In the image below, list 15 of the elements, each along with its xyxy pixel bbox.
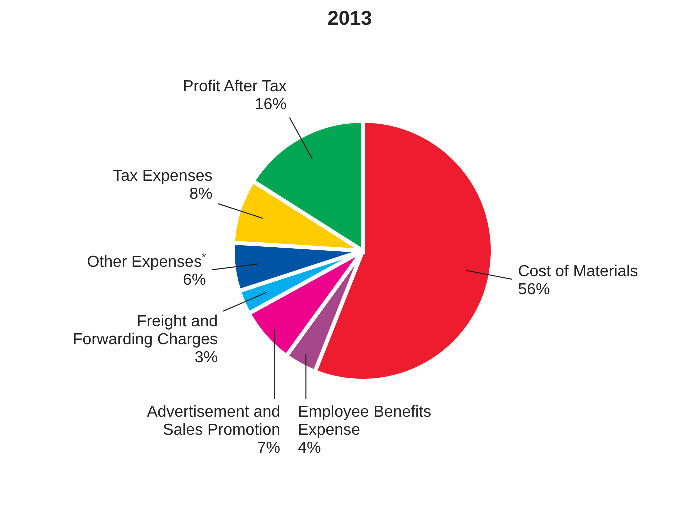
data-label: 16%: [254, 96, 287, 114]
data-label: 3%: [194, 350, 218, 367]
chart-title: 2013: [326, 8, 374, 31]
data-label: 4%: [298, 440, 322, 457]
slice-label: Employee Benefits Expense: [298, 404, 432, 439]
slice-label: Tax Expenses: [113, 168, 213, 186]
data-label: 8%: [190, 186, 213, 204]
data-label: 7%: [257, 440, 280, 457]
slice-label: Advertisement and Sales Promotion: [147, 404, 280, 439]
slice-label: Other Expenses$^{*}$: [87, 252, 207, 271]
slice-label: Freight and Forwarding Charges: [73, 314, 218, 349]
slice-label: Profit After Tax: [183, 78, 287, 96]
slice-label: Cost of Materials: [518, 264, 638, 281]
data-label: 6%: [183, 272, 206, 289]
data-label: 56%: [518, 282, 550, 299]
